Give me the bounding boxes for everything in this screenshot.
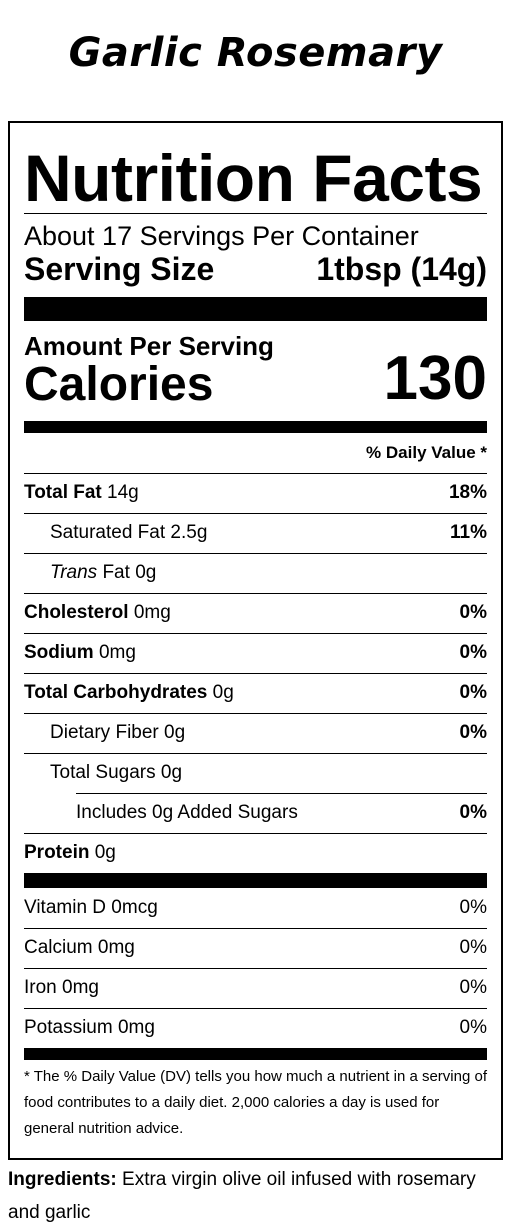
- nutrient-row-total-fat: Total Fat 14g 18%: [24, 472, 487, 513]
- nutrition-facts-label: Nutrition Facts About 17 Servings Per Co…: [8, 121, 503, 1160]
- vitamin-row-potassium: Potassium 0mg 0%: [24, 1007, 487, 1048]
- vitamin-dv: 0%: [459, 1017, 487, 1039]
- nutrient-name: Protein: [24, 842, 90, 864]
- daily-value-footnote: * The % Daily Value (DV) tells you how m…: [24, 1067, 487, 1137]
- vitamin-row-iron: Iron 0mg 0%: [24, 967, 487, 1008]
- vitamin-name: Potassium: [24, 1017, 113, 1039]
- nutrient-dv: 0%: [459, 802, 487, 824]
- nutrient-name: Cholesterol: [24, 602, 129, 624]
- nutrient-dv: 18%: [448, 482, 487, 504]
- nutrient-amount: 2.5g: [170, 522, 208, 544]
- ingredients-text: Extra virgin olive oil infused with rose…: [8, 1169, 476, 1223]
- vitamin-amount: 0mg: [117, 1017, 155, 1039]
- serving-size-row: Serving Size 1tbsp (14g): [24, 250, 487, 287]
- nutrient-dv: 0%: [459, 722, 487, 744]
- nutrient-row-added-sugars: Includes 0g Added Sugars 0%: [76, 792, 487, 833]
- nutrient-name: Total Carbohydrates: [24, 682, 208, 704]
- nutrient-name: Trans: [50, 562, 98, 584]
- nutrient-amount: 0g: [135, 562, 157, 584]
- nutrient-dv: 11%: [450, 522, 487, 544]
- nutrient-name: Sodium: [24, 642, 94, 664]
- nutrient-name: Saturated Fat: [50, 522, 166, 544]
- serving-size-value: 1tbsp (14g): [316, 250, 487, 287]
- nutrient-amount: 0g: [160, 762, 183, 784]
- servings-per-container: About 17 Servings Per Container: [24, 221, 419, 251]
- vitamin-amount: 0mcg: [111, 896, 158, 918]
- nutrient-name-suffix: Fat: [102, 562, 130, 584]
- vitamin-amount: 0mg: [62, 977, 99, 999]
- nutrient-dv: 0%: [459, 682, 487, 704]
- vitamin-dv: 0%: [459, 896, 487, 918]
- nutrient-amount: 0mg: [98, 642, 136, 664]
- nutrient-amount: 0g: [212, 682, 234, 704]
- nutrient-amount: 14g: [107, 482, 139, 504]
- vitamin-row-calcium: Calcium 0mg 0%: [24, 927, 487, 968]
- medium-divider: [24, 1047, 487, 1060]
- calories-block: Amount Per Serving Calories 130: [24, 321, 487, 421]
- calories-label: Calories: [24, 357, 214, 411]
- nutrient-name: Dietary Fiber: [50, 722, 159, 744]
- nutrient-dv: 0%: [459, 642, 487, 664]
- nutrient-row-total-carbohydrates: Total Carbohydrates 0g 0%: [24, 672, 487, 713]
- nutrient-row-protein: Protein 0g: [24, 832, 487, 873]
- calories-value: 130: [383, 343, 487, 413]
- nutrient-name: Total Fat: [24, 482, 102, 504]
- vitamin-row-vitamin-d: Vitamin D 0mcg 0%: [24, 888, 487, 928]
- nutrient-row-saturated-fat: Saturated Fat 2.5g 11%: [24, 512, 487, 553]
- nutrient-amount: 0g: [94, 842, 116, 864]
- vitamin-dv: 0%: [459, 937, 487, 959]
- divider: [24, 213, 487, 214]
- ingredients-label: Ingredients:: [8, 1169, 117, 1190]
- ingredients-statement: Ingredients: Extra virgin olive oil infu…: [8, 1163, 503, 1229]
- heavy-divider: [24, 296, 487, 321]
- nutrient-name: Total Sugars: [50, 762, 156, 784]
- nutrient-name: Includes 0g Added Sugars: [76, 802, 298, 824]
- medium-divider: [24, 420, 487, 433]
- vitamin-dv: 0%: [459, 977, 487, 999]
- vitamin-name: Iron: [24, 977, 57, 999]
- nutrient-dv: 0%: [459, 602, 487, 624]
- nutrient-row-trans-fat: Trans Fat 0g: [24, 552, 487, 593]
- daily-value-header: % Daily Value *: [366, 442, 487, 462]
- vitamin-name: Vitamin D: [24, 896, 107, 918]
- nutrient-row-dietary-fiber: Dietary Fiber 0g 0%: [24, 712, 487, 753]
- vitamin-name: Calcium: [24, 937, 93, 959]
- heavy-divider: [24, 872, 487, 888]
- serving-size-label: Serving Size: [24, 250, 215, 287]
- nutrition-facts-title: Nutrition Facts: [24, 141, 483, 215]
- nutrient-row-cholesterol: Cholesterol 0mg 0%: [24, 592, 487, 633]
- amount-per-serving-label: Amount Per Serving: [24, 330, 274, 361]
- nutrient-amount: 0g: [164, 722, 186, 744]
- nutrient-row-total-sugars: Total Sugars 0g: [24, 752, 487, 793]
- nutrient-row-sodium: Sodium 0mg 0%: [24, 632, 487, 673]
- product-title: Garlic Rosemary: [68, 30, 443, 76]
- nutrient-amount: 0mg: [133, 602, 171, 624]
- vitamin-amount: 0mg: [97, 937, 135, 959]
